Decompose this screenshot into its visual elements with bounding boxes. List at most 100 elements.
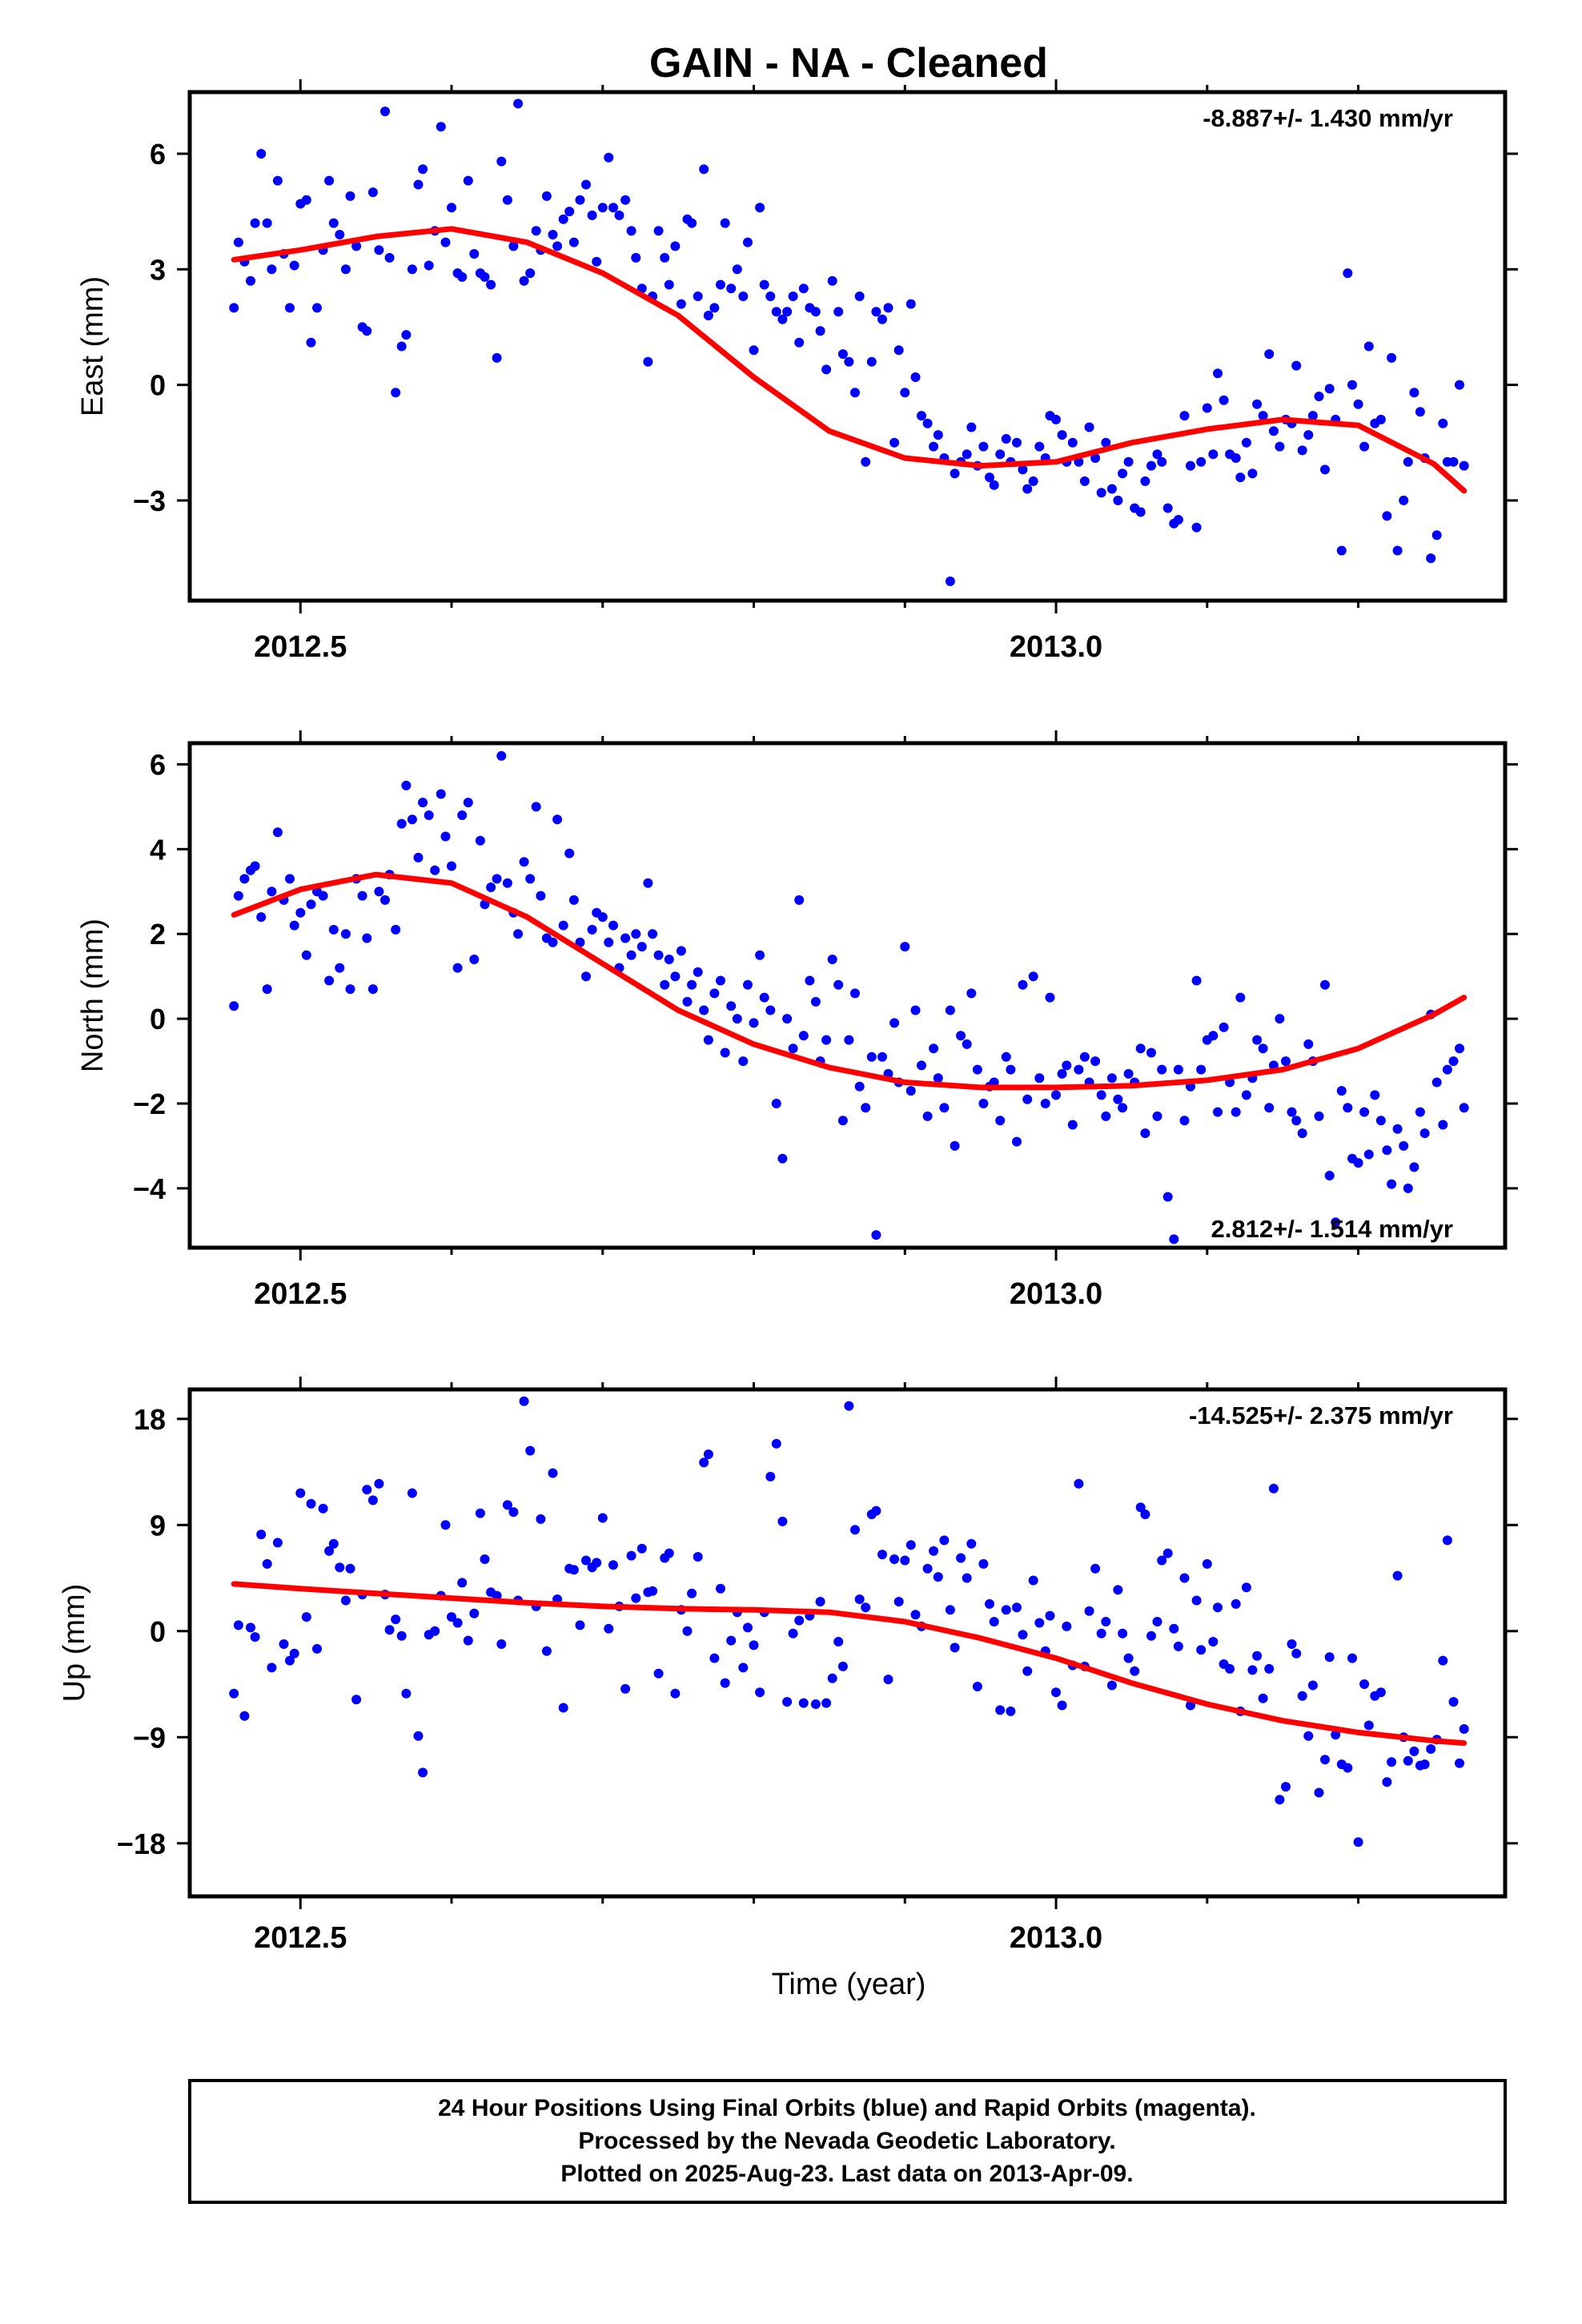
east-data-point xyxy=(1152,449,1162,460)
east-data-point xyxy=(396,341,407,352)
east-data-point xyxy=(592,256,602,267)
east-data-point xyxy=(693,292,703,301)
up-data-point xyxy=(1252,1651,1263,1661)
panel-up: 18 9 0 −9 −18 2012.5 2013.0 Up (mm) -14.525+/- 2… xyxy=(58,1377,1518,1955)
up-data-point xyxy=(900,1555,910,1566)
north-data-point xyxy=(771,1099,781,1108)
east-data-point xyxy=(765,292,776,301)
up-data-point xyxy=(592,1558,602,1568)
north-data-point xyxy=(1022,1094,1033,1104)
up-data-point xyxy=(250,1632,260,1642)
north-data-point xyxy=(844,1035,854,1045)
north-data-point xyxy=(289,920,299,931)
up-data-point xyxy=(833,1637,844,1647)
north-ytick-label: 0 xyxy=(150,1003,166,1035)
north-data-point xyxy=(1399,1140,1409,1151)
east-data-point xyxy=(1213,368,1223,379)
north-data-point xyxy=(608,920,618,931)
up-data-point xyxy=(469,1608,480,1618)
up-data-point xyxy=(1012,1602,1022,1613)
north-data-point xyxy=(1157,1064,1167,1075)
east-data-point xyxy=(250,218,260,228)
up-data-point xyxy=(324,1546,335,1556)
east-data-point xyxy=(794,337,805,348)
east-data-point xyxy=(810,307,821,317)
up-data-point xyxy=(883,1675,893,1685)
east-data-point xyxy=(950,468,960,479)
up-data-point xyxy=(1426,1744,1436,1754)
east-data-point xyxy=(413,179,424,190)
up-data-point xyxy=(1018,1630,1028,1640)
north-data-point xyxy=(1375,1116,1386,1126)
up-data-point xyxy=(682,1626,693,1636)
up-data-point xyxy=(1392,1570,1403,1581)
north-data-point xyxy=(905,1086,916,1096)
east-data-point xyxy=(889,437,900,448)
up-data-point xyxy=(1287,1639,1297,1649)
north-data-point xyxy=(837,1116,848,1126)
up-data-point xyxy=(1022,1666,1033,1676)
up-data-point xyxy=(1387,1757,1397,1767)
up-data-point xyxy=(794,1615,805,1626)
east-data-point xyxy=(798,283,809,294)
east-data-point xyxy=(1320,464,1330,475)
east-data-point xyxy=(564,207,575,217)
north-data-point xyxy=(676,946,686,956)
east-data-point xyxy=(1252,399,1263,409)
east-data-point xyxy=(1051,414,1061,424)
north-data-point xyxy=(1459,1103,1469,1113)
east-data-point xyxy=(335,230,345,239)
up-data-point xyxy=(306,1498,316,1509)
up-data-point xyxy=(1045,1610,1055,1621)
up-ytick-label: −9 xyxy=(133,1721,166,1754)
east-data-point xyxy=(1438,418,1448,428)
up-data-point xyxy=(788,1628,798,1638)
east-xtick-label: 2013.0 xyxy=(1010,630,1102,664)
north-data-point xyxy=(558,920,568,931)
east-data-point xyxy=(917,411,926,421)
up-data-point xyxy=(1090,1563,1101,1574)
north-data-point xyxy=(1123,1068,1134,1079)
north-data-point xyxy=(709,988,720,999)
up-data-point xyxy=(401,1688,412,1699)
east-data-point xyxy=(380,107,390,117)
east-data-point xyxy=(486,279,496,290)
east-data-point xyxy=(367,187,378,198)
up-data-point xyxy=(608,1560,618,1570)
north-data-point xyxy=(367,984,378,995)
north-data-point xyxy=(871,1230,881,1240)
up-data-point xyxy=(548,1468,558,1478)
east-data-point xyxy=(743,237,753,247)
east-data-point xyxy=(1179,411,1190,421)
up-data-point xyxy=(1347,1653,1357,1663)
up-data-point xyxy=(893,1597,904,1606)
east-data-point xyxy=(440,237,451,247)
north-data-point xyxy=(631,929,641,939)
up-data-point xyxy=(1343,1763,1353,1773)
north-data-point xyxy=(1169,1234,1179,1244)
north-data-point xyxy=(861,1103,871,1113)
north-ytick-label: −2 xyxy=(133,1088,166,1120)
north-data-point xyxy=(1409,1162,1419,1172)
east-ytick-label: −3 xyxy=(133,485,166,517)
east-data-point xyxy=(1106,484,1117,494)
up-data-point xyxy=(1130,1666,1140,1676)
up-data-point xyxy=(1438,1655,1448,1666)
east-data-point xyxy=(513,99,524,109)
north-data-point xyxy=(743,979,753,990)
east-data-point xyxy=(1303,430,1314,440)
north-data-point xyxy=(597,912,608,923)
up-data-point xyxy=(837,1661,848,1671)
up-data-point xyxy=(239,1711,250,1721)
east-data-point xyxy=(1057,430,1067,440)
north-data-point xyxy=(552,814,563,825)
east-data-point xyxy=(716,279,725,290)
up-data-point xyxy=(1353,1837,1363,1848)
east-data-point xyxy=(587,210,597,220)
east-data-point xyxy=(1001,434,1011,444)
north-data-point xyxy=(794,895,805,905)
east-data-point xyxy=(1324,384,1335,394)
north-xtick-label: 2013.0 xyxy=(1010,1277,1102,1311)
east-data-point xyxy=(492,352,502,363)
east-data-point xyxy=(519,275,529,286)
